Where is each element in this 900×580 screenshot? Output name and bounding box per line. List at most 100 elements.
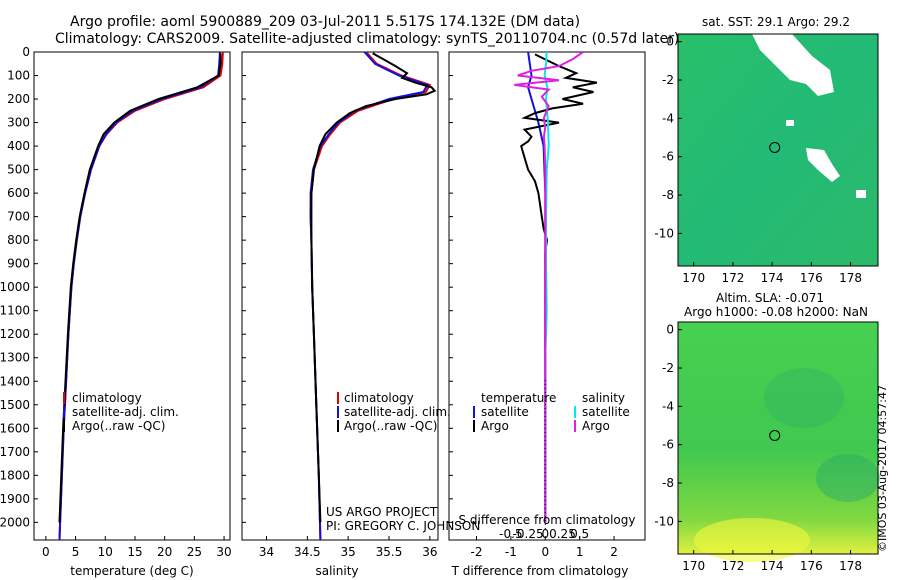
- s-tick-label: 0: [541, 527, 549, 541]
- x-tick-label: 10: [98, 545, 113, 559]
- s-tick-label: -0.25: [513, 527, 544, 541]
- series-line-s-argo: [514, 52, 584, 523]
- sst-map-axes: 170 172 174 176 178 0 -2 -4 -6 -8 -10: [654, 35, 862, 285]
- legend-header-temperature: temperature: [481, 391, 556, 405]
- series-line-t-satellite: [527, 52, 547, 523]
- temperature-panel: 0100200300400500600700800900100011001200…: [0, 45, 453, 578]
- map-x-tick-label: 172: [721, 559, 744, 573]
- salinity-xaxis: 34 34.5 35 35.5 36: [259, 536, 437, 559]
- map-y-tick-label: -10: [654, 226, 674, 240]
- depth-tick-label: 200: [7, 92, 30, 106]
- difference-panel: -2 -1 0 1 2 -0.5-0.250 0.250.5 S difference f…: [448, 51, 646, 578]
- map-x-tick-label: 172: [721, 271, 744, 285]
- difference-xaxis: -2 -1 0 1 2: [471, 536, 618, 559]
- temperature-legend: climatology satellite-adj. clim. Argo(..…: [63, 391, 179, 433]
- legend-satellite: satellite-adj. clim.: [344, 405, 451, 419]
- depth-tick-label: 1200: [0, 327, 30, 341]
- legend-argo: Argo(..raw -QC): [344, 419, 437, 433]
- salinity-panel: 34 34.5 35 35.5 36 salinity climatology sate…: [241, 51, 480, 578]
- series-line-argo-raw-qc-: [310, 52, 437, 523]
- x-tick-label: 36: [422, 545, 437, 559]
- map-x-tick-label: 170: [682, 271, 705, 285]
- map-y-tick-label: -8: [662, 476, 674, 490]
- depth-tick-label: 800: [7, 233, 30, 247]
- s-tick-label: -0.5: [499, 527, 522, 541]
- series-line-t-argo: [520, 53, 598, 523]
- legend-s-satellite: satellite: [582, 405, 630, 419]
- header-line2: Climatology: CARS2009. Satellite-adjuste…: [55, 31, 679, 47]
- project-line2: PI: GREGORY C. JOHNSON: [326, 519, 480, 533]
- sla-map-title: Altim. SLA: -0.071: [716, 291, 824, 305]
- sst-cloud-mask: [752, 34, 866, 198]
- x-tick-label: 25: [187, 545, 202, 559]
- x-tick-label: 5: [72, 545, 80, 559]
- depth-tick-label: 1300: [0, 351, 30, 365]
- argo-position-marker: [769, 429, 781, 441]
- series-line-climatology: [309, 52, 432, 540]
- temperature-frame: [33, 51, 231, 541]
- sla-map-panel: Altim. SLA: -0.071 Argo h1000: -0.08 h20…: [654, 291, 880, 573]
- depth-tick-label: 1800: [0, 468, 30, 482]
- series-line-satellite-adj-clim-: [58, 52, 221, 540]
- sla-map-subtitle: Argo h1000: -0.08 h2000: NaN: [684, 305, 868, 319]
- map-y-tick-label: -2: [662, 73, 674, 87]
- sst-map-panel: sat. SST: 29.1 Argo: 29.2 170 172 174 176 17…: [654, 15, 879, 285]
- map-x-tick-label: 174: [761, 559, 784, 573]
- depth-tick-label: 1100: [0, 304, 30, 318]
- map-x-tick-label: 176: [800, 271, 823, 285]
- s-tick-label: 0.25: [549, 527, 576, 541]
- legend-t-argo: Argo: [481, 419, 509, 433]
- series-line-climatology: [58, 52, 224, 540]
- x-tick-label: 0: [42, 545, 50, 559]
- legend-header-salinity: salinity: [582, 391, 625, 405]
- difference-t-xlabel: T difference from climatology: [451, 564, 629, 578]
- map-y-tick-label: -6: [662, 438, 674, 452]
- map-x-tick-label: 178: [839, 271, 862, 285]
- sla-low-anomaly: [816, 454, 880, 502]
- depth-tick-label: 0: [22, 45, 30, 59]
- temperature-series: [58, 52, 224, 540]
- map-y-tick-label: -4: [662, 399, 674, 413]
- difference-s-xlabel: S difference from climatology: [459, 513, 636, 527]
- legend-climatology: climatology: [72, 391, 142, 405]
- x-tick-label: 35.5: [376, 545, 403, 559]
- legend-s-argo: Argo: [582, 419, 610, 433]
- depth-tick-label: 500: [7, 163, 30, 177]
- imos-timestamp: ©IMOS 03-Aug-2017 04:57:47: [876, 385, 889, 552]
- depth-tick-label: 1700: [0, 445, 30, 459]
- salinity-xlabel: salinity: [315, 564, 358, 578]
- x-tick-label: 1: [576, 545, 584, 559]
- series-line-satellite-adj-clim-: [309, 52, 429, 540]
- sla-map-axes: 170 172 174 176 178 0 -2 -4 -6 -8 -10: [654, 323, 862, 573]
- legend-argo: Argo(..raw -QC): [72, 419, 165, 433]
- x-tick-label: 30: [216, 545, 231, 559]
- depth-tick-label: 1400: [0, 374, 30, 388]
- sla-high-anomaly: [694, 518, 810, 562]
- legend-climatology: climatology: [344, 391, 414, 405]
- temperature-xlabel: temperature (deg C): [70, 564, 193, 578]
- x-tick-label: -1: [505, 545, 517, 559]
- x-tick-label: -2: [471, 545, 483, 559]
- x-tick-label: 34: [259, 545, 274, 559]
- sst-map-title: sat. SST: 29.1 Argo: 29.2: [702, 15, 850, 29]
- depth-tick-label: 400: [7, 139, 30, 153]
- map-x-tick-label: 178: [839, 559, 862, 573]
- depth-tick-label: 1000: [0, 280, 30, 294]
- depth-tick-label: 900: [7, 257, 30, 271]
- x-tick-label: 20: [157, 545, 172, 559]
- sla-field: [678, 322, 878, 554]
- depth-tick-label: 1900: [0, 492, 30, 506]
- sla-map-frame: [677, 321, 879, 555]
- depth-tick-label: 1500: [0, 398, 30, 412]
- depth-tick-label: 700: [7, 210, 30, 224]
- s-tick-label: 0.5: [570, 527, 589, 541]
- difference-saxis: -0.5-0.250 0.250.5: [499, 527, 589, 541]
- map-x-tick-label: 170: [682, 559, 705, 573]
- salinity-frame: [241, 51, 439, 541]
- depth-tick-label: 600: [7, 186, 30, 200]
- map-y-tick-label: -4: [662, 111, 674, 125]
- x-tick-label: 0: [541, 545, 549, 559]
- difference-frame: [448, 51, 646, 541]
- map-x-tick-label: 176: [800, 559, 823, 573]
